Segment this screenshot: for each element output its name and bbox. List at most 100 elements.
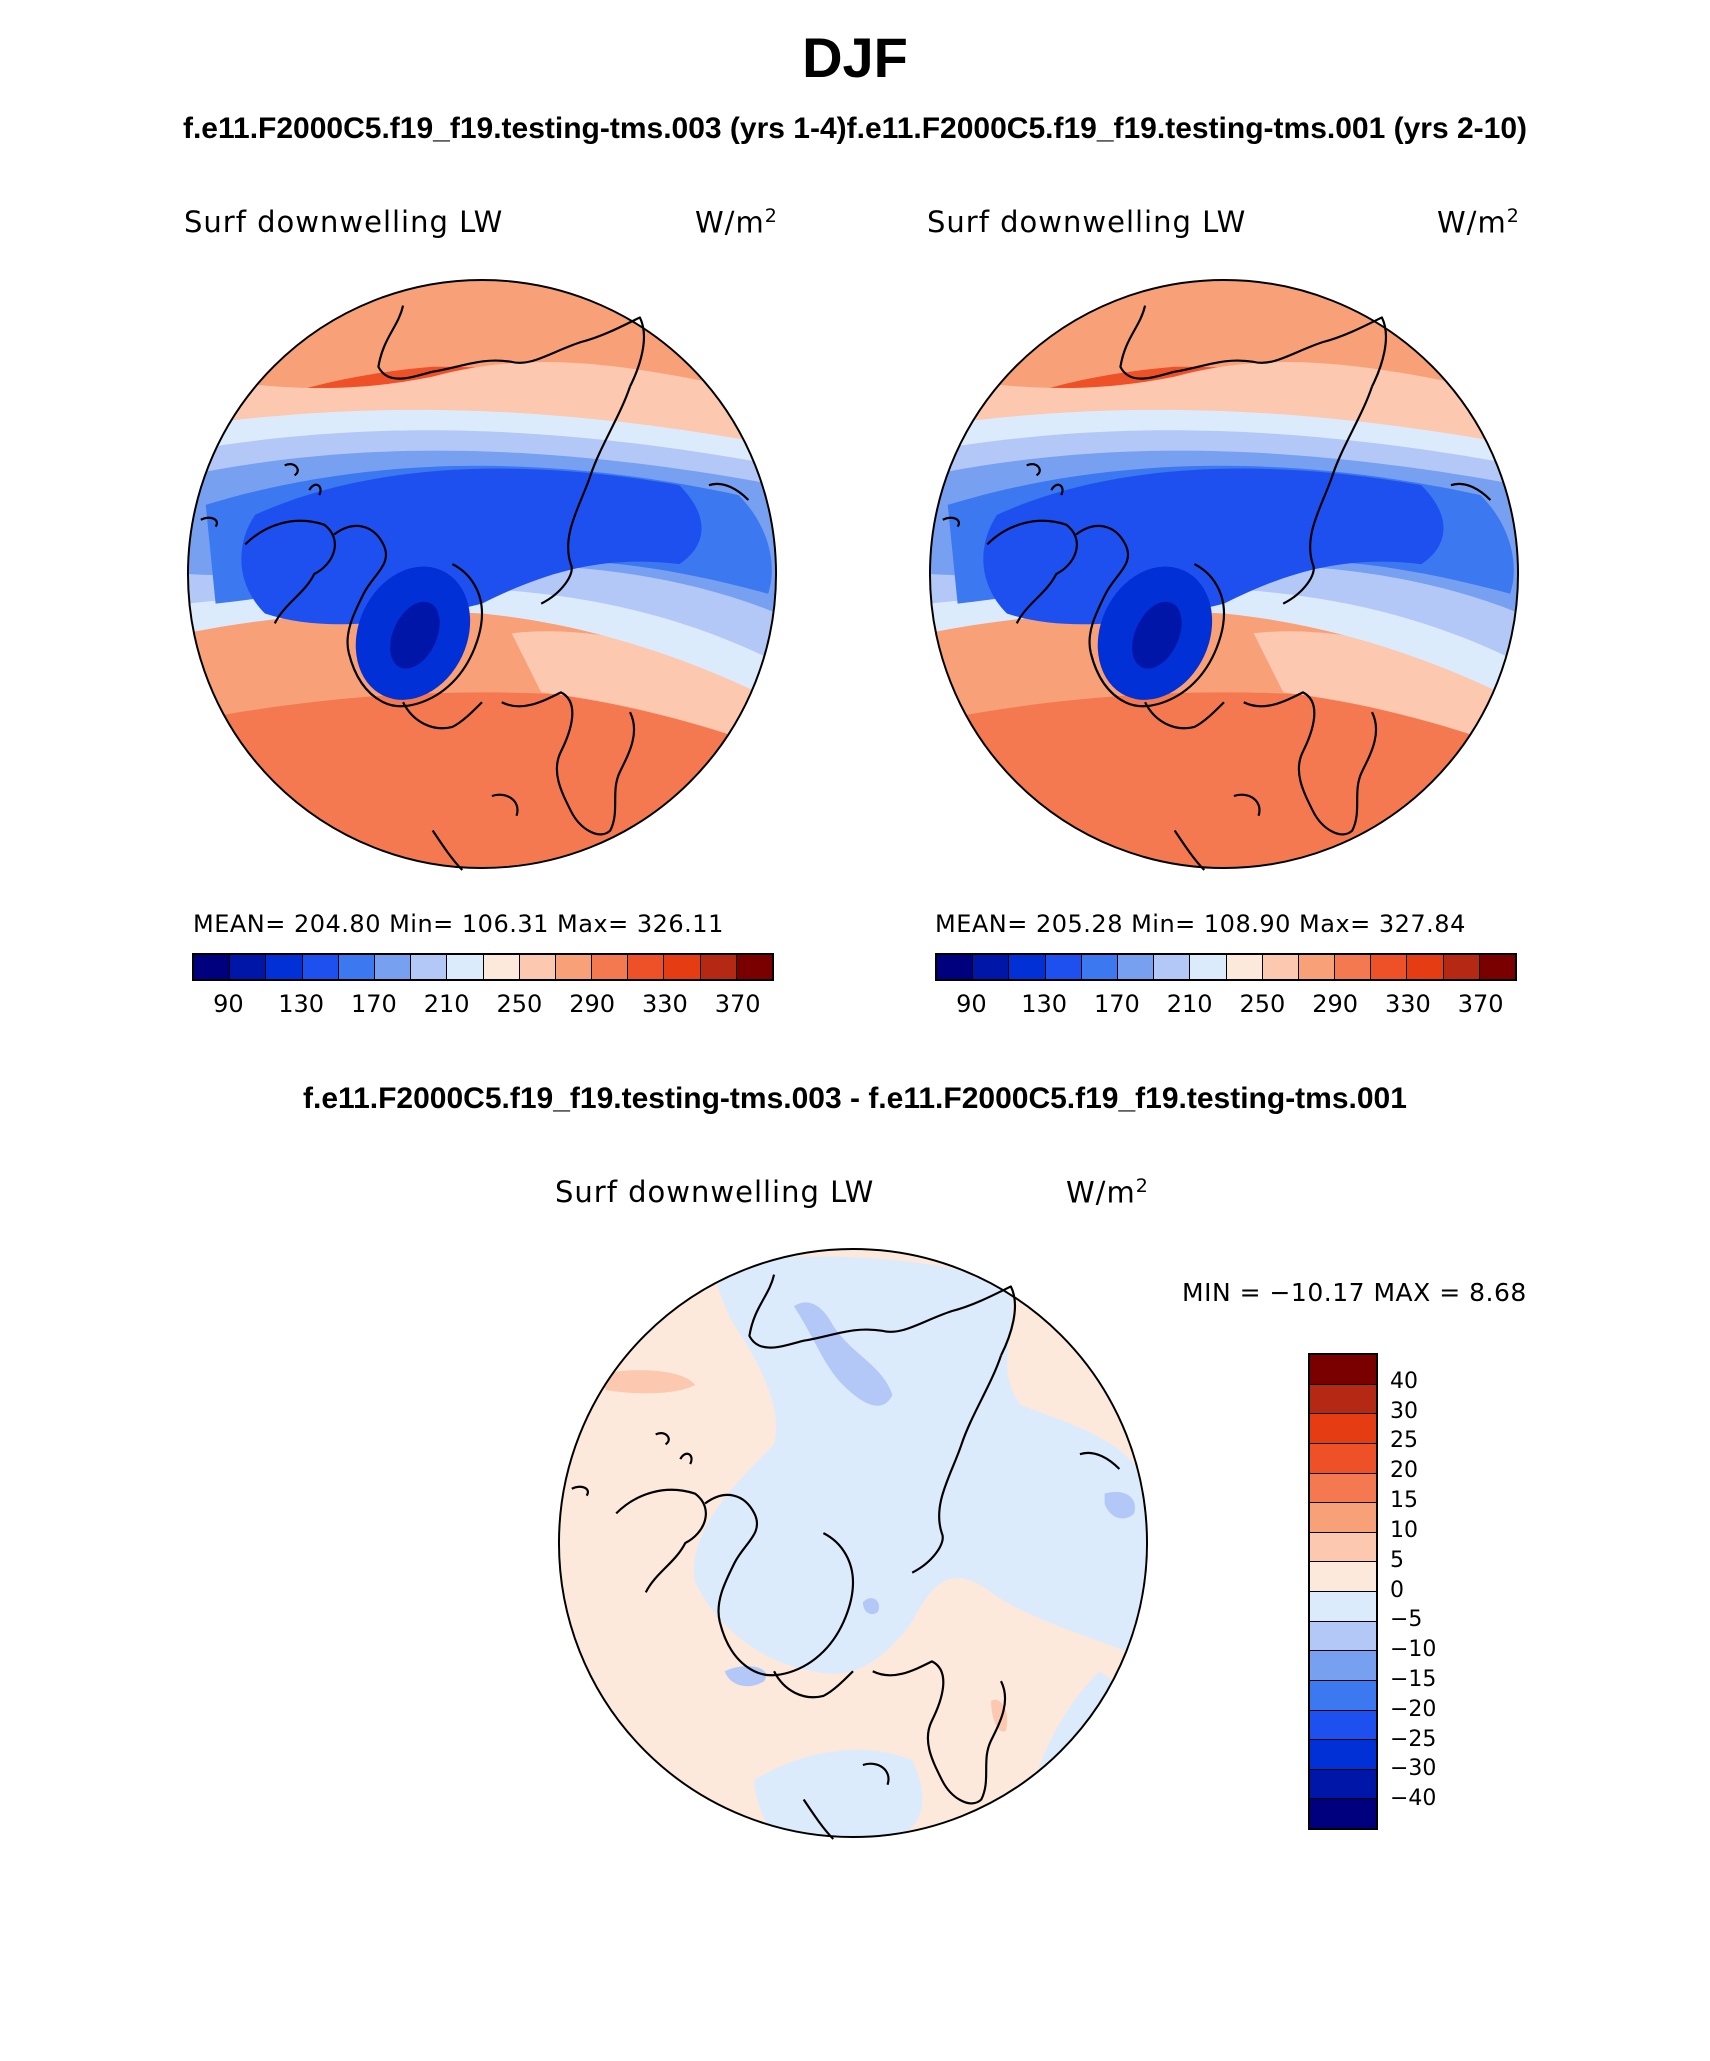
colorbar-diff-tick-label: 15: [1390, 1488, 1418, 1514]
colorbar-left-tick-label: 330: [641, 990, 688, 1018]
colorbar-right-tick-label: 210: [1166, 990, 1213, 1018]
colorbar-left-swatch: [483, 955, 520, 979]
colorbar-diff-tick-label: 0: [1390, 1577, 1404, 1603]
colorbar-left-tick-label: 210: [423, 990, 470, 1018]
colorbar-diff-swatch: [1310, 1769, 1376, 1800]
panel-diff-stats: MIN = −10.17 MAX = 8.68: [1182, 1278, 1527, 1307]
colorbar-diff-tick-label: 40: [1390, 1368, 1418, 1394]
polar-map-diff: [557, 1247, 1149, 1840]
colorbar-right-swatch: [1262, 955, 1299, 979]
colorbar-right-swatch: [1045, 955, 1082, 979]
colorbar-right-swatch: [1009, 955, 1046, 979]
colorbar-right: [935, 953, 1517, 981]
colorbar-diff-tick-label: −25: [1390, 1726, 1437, 1752]
colorbar-left-swatch: [555, 955, 593, 979]
colorbar-left-swatch: [266, 955, 303, 979]
colorbar-left-swatch: [447, 955, 484, 979]
colorbar-left-tick-label: 170: [350, 990, 397, 1018]
map-diff-anomaly-blue-center: [862, 1598, 879, 1615]
colorbar-right-swatch: [1335, 955, 1372, 979]
map-right-band-peach-right: [1253, 631, 1519, 752]
colorbar-left-tick-label: 370: [714, 990, 761, 1018]
colorbar-diff-swatch: [1310, 1414, 1376, 1444]
colorbar-right-swatch: [1154, 955, 1191, 979]
map-diff-anomaly-peach-left: [596, 1370, 696, 1394]
colorbar-right-swatch: [1371, 955, 1408, 979]
panel-right-units-base: W/m: [1437, 205, 1507, 240]
colorbar-left-swatch: [664, 955, 701, 979]
colorbar-left-tick-label: 290: [569, 990, 616, 1018]
colorbar-right-tick-label: 130: [1021, 990, 1068, 1018]
colorbar-diff-tick-label: −5: [1390, 1607, 1423, 1633]
colorbar-left-ticks: 90 130 170 210 250 290 330 370: [192, 990, 774, 1020]
colorbar-diff-tick-label: 25: [1390, 1428, 1418, 1454]
map-left-band-peach-right: [511, 631, 777, 752]
colorbar-diff-swatch: [1310, 1562, 1376, 1592]
colorbar-left-swatch: [302, 955, 339, 979]
colorbar-right-ticks: 90 130 170 210 250 290 330 370: [935, 990, 1517, 1020]
map-left-outline: [186, 278, 778, 870]
colorbar-diff-swatch: [1310, 1473, 1376, 1504]
colorbar-right-swatch: [973, 955, 1010, 979]
map-left-core-blue: [241, 468, 702, 625]
colorbar-diff-swatch: [1310, 1443, 1376, 1474]
header-row: f.e11.F2000C5.f19_f19.testing-tms.003 (y…: [0, 112, 1710, 146]
panel-left-units-base: W/m: [695, 205, 765, 240]
colorbar-right-tick-label: 90: [956, 990, 987, 1018]
colorbar-left-swatch: [519, 955, 556, 979]
colorbar-diff-tick-label: −40: [1390, 1786, 1437, 1812]
polar-map-right: [928, 278, 1520, 871]
colorbar-diff: [1308, 1353, 1378, 1830]
colorbar-right-swatch: [1226, 955, 1263, 979]
header-left: f.e11.F2000C5.f19_f19.testing-tms.003 (y…: [182, 112, 847, 145]
header-right: f.e11.F2000C5.f19_f19.testing-tms.001 (y…: [846, 112, 1528, 145]
colorbar-right-tick-label: 250: [1239, 990, 1286, 1018]
colorbar-diff-swatch: [1310, 1384, 1376, 1415]
colorbar-right-tick-label: 170: [1093, 990, 1140, 1018]
polar-map-left: [186, 278, 778, 871]
panel-diff-variable: Surf downwelling LW: [555, 1175, 875, 1209]
colorbar-diff-swatch: [1310, 1592, 1376, 1622]
panel-diff-units-base: W/m: [1066, 1175, 1136, 1210]
colorbar-right-swatch: [1443, 955, 1480, 979]
colorbar-right-tick-label: 290: [1312, 990, 1359, 1018]
colorbar-left-swatch: [230, 955, 267, 979]
colorbar-diff-tick-label: 5: [1390, 1547, 1404, 1573]
colorbar-diff-tick-label: 20: [1390, 1458, 1418, 1484]
map-diff-region-pale-blue: [693, 1256, 1148, 1674]
colorbar-diff-swatch: [1310, 1532, 1376, 1563]
panel-left-units: W/m2: [695, 205, 778, 240]
map-diff-outline: [557, 1247, 1149, 1839]
coastlines-left: [200, 305, 750, 871]
panel-right-units: W/m2: [1437, 205, 1520, 240]
colorbar-diff-swatch: [1310, 1799, 1376, 1828]
colorbar-left: [192, 953, 774, 981]
colorbar-diff-swatch: [1310, 1710, 1376, 1741]
coastlines-diff: [571, 1274, 1121, 1840]
colorbar-right-swatch: [1479, 955, 1515, 979]
colorbar-diff-tick-label: 10: [1390, 1517, 1418, 1543]
colorbar-diff-swatch: [1310, 1355, 1376, 1385]
map-diff-region-pale-blue-bottom: [754, 1749, 923, 1838]
main-title: DJF: [802, 26, 908, 89]
colorbar-diff-swatch: [1310, 1503, 1376, 1533]
panel-diff-units: W/m2: [1066, 1175, 1149, 1210]
colorbar-left-swatch: [374, 955, 412, 979]
colorbar-left-tick-label: 90: [213, 990, 244, 1018]
panel-right-variable: Surf downwelling LW: [927, 205, 1247, 239]
colorbar-right-tick-label: 370: [1457, 990, 1504, 1018]
colorbar-right-swatch: [1190, 955, 1227, 979]
colorbar-diff-tick-label: −10: [1390, 1637, 1437, 1663]
colorbar-diff-swatch: [1310, 1651, 1376, 1681]
colorbar-diff-swatch: [1310, 1621, 1376, 1652]
coastlines-right: [942, 305, 1492, 871]
colorbar-diff-tick-label: 30: [1390, 1398, 1418, 1424]
colorbar-diff-tick-label: −20: [1390, 1696, 1437, 1722]
map-right-greenland-core: [1132, 601, 1182, 669]
panel-right-stats: MEAN= 205.28 Min= 108.90 Max= 327.84: [935, 910, 1466, 938]
colorbar-right-swatch: [1298, 955, 1336, 979]
colorbar-right-swatch: [1117, 955, 1155, 979]
colorbar-diff-swatch: [1310, 1740, 1376, 1770]
panel-left-units-exp: 2: [764, 205, 778, 227]
diff-title: f.e11.F2000C5.f19_f19.testing-tms.003 - …: [303, 1082, 1407, 1115]
